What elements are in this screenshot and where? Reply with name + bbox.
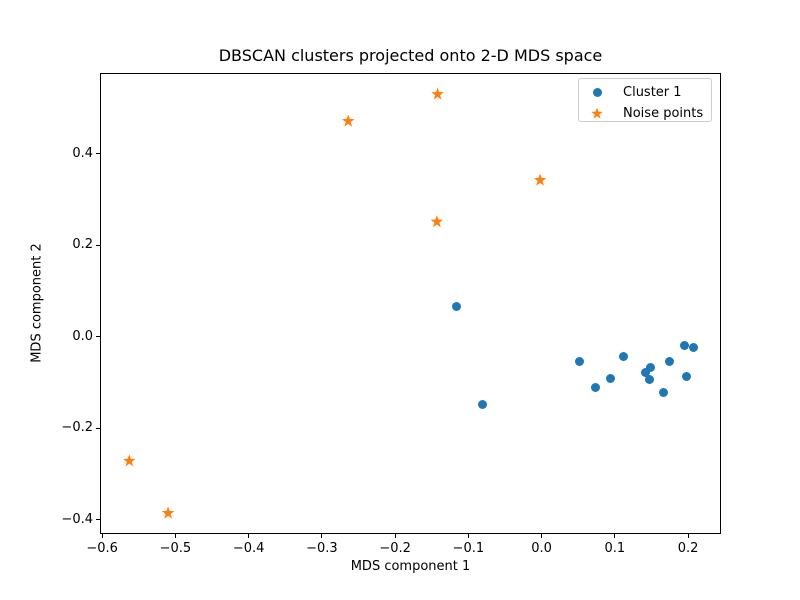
legend-item: Noise points	[579, 103, 711, 124]
y-tick-mark	[96, 519, 100, 521]
x-tick-mark	[614, 534, 616, 538]
y-tick-label: −0.4	[61, 511, 93, 527]
x-tick-mark	[467, 534, 469, 538]
x-tick-label: −0.4	[232, 541, 265, 556]
star-marker-icon	[591, 107, 603, 119]
y-tick-label: −0.2	[61, 420, 93, 436]
scatter-point-cluster-1	[619, 352, 629, 362]
y-axis-label: MDS component 2	[29, 243, 45, 363]
scatter-point-cluster-1	[591, 383, 601, 393]
star-marker-icon	[587, 107, 607, 121]
scatter-point-cluster-1	[664, 356, 674, 366]
chart-title: DBSCAN clusters projected onto 2-D MDS s…	[218, 46, 603, 65]
legend-item: Cluster 1	[579, 82, 711, 103]
plot-area	[100, 73, 721, 534]
scatter-point-cluster-1	[452, 302, 462, 312]
x-tick-label: 0.0	[531, 541, 552, 556]
y-tick-label: 0.0	[72, 328, 93, 344]
x-axis-label: MDS component 1	[350, 559, 471, 574]
x-tick-mark	[321, 534, 323, 538]
x-tick-mark	[174, 534, 176, 538]
legend-label: Cluster 1	[623, 85, 682, 100]
scatter-point-cluster-1	[641, 368, 651, 378]
scatter-point-cluster-1	[679, 340, 689, 350]
scatter-point-cluster-1	[646, 363, 656, 373]
x-tick-mark	[394, 534, 396, 538]
x-tick-label: −0.1	[452, 541, 485, 556]
x-tick-mark	[248, 534, 250, 538]
scatter-point-cluster-1	[575, 356, 585, 366]
circle-marker-icon	[587, 86, 607, 100]
scatter-point-cluster-1	[682, 372, 692, 382]
scatter-point-cluster-1	[658, 388, 668, 398]
x-tick-mark	[101, 534, 103, 538]
y-tick-mark	[96, 427, 100, 429]
scatter-point-cluster-1	[688, 342, 698, 352]
circle-marker-icon	[592, 88, 602, 97]
scatter-point-cluster-1	[645, 375, 655, 385]
legend-label: Noise points	[623, 106, 704, 121]
scatter-point-cluster-1	[605, 374, 615, 383]
y-tick-mark	[96, 153, 100, 155]
y-tick-label: 0.2	[72, 237, 93, 253]
x-tick-label: 0.2	[677, 541, 699, 556]
y-tick-label: 0.4	[72, 145, 93, 161]
x-tick-label: −0.3	[306, 541, 338, 556]
x-tick-mark	[687, 534, 689, 538]
y-tick-mark	[96, 244, 100, 246]
x-tick-mark	[541, 534, 543, 538]
x-tick-label: 0.1	[604, 541, 626, 556]
x-tick-label: −0.5	[159, 541, 192, 556]
x-tick-label: −0.2	[379, 541, 411, 556]
scatter-point-cluster-1	[477, 399, 487, 409]
legend: Cluster 1 Noise points	[578, 78, 712, 122]
x-tick-label: −0.6	[86, 541, 118, 556]
y-tick-mark	[96, 336, 100, 338]
